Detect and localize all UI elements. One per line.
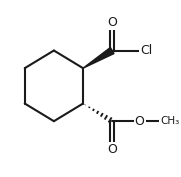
Text: O: O bbox=[135, 115, 144, 128]
Text: CH₃: CH₃ bbox=[160, 116, 179, 126]
Text: Cl: Cl bbox=[140, 44, 153, 57]
Text: O: O bbox=[107, 16, 117, 29]
Text: O: O bbox=[107, 143, 117, 156]
Polygon shape bbox=[83, 47, 114, 68]
